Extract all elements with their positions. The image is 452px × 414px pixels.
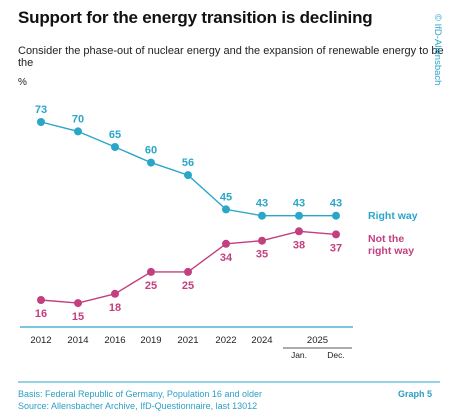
data-point [37,296,45,304]
data-label: 38 [293,239,305,251]
data-label: 70 [72,113,84,125]
data-point [258,236,266,245]
chart-subtitle: Consider the phase-out of nuclear energy… [18,45,444,69]
footer-source: Source: Allensbacher Archive, IfD-Questi… [18,401,258,411]
data-label: 37 [330,242,342,254]
data-point [74,127,82,136]
data-label: 60 [145,145,157,157]
data-point [184,267,192,276]
data-label: 45 [220,191,232,203]
x-tick-label: 2022 [215,335,236,346]
legend-not-right-way: Not the [368,233,404,245]
axis-layer: 2012 2014 2016 2019 2021 2022 2024 Jan. Dec. 2025 [18,326,440,383]
data-point [147,267,155,276]
data-point [37,118,45,126]
data-label: 25 [145,280,157,292]
data-label: 15 [72,311,84,323]
data-point [222,239,230,248]
data-label: 25 [182,280,194,292]
data-label: 16 [35,308,47,320]
x-tick-label: 2021 [177,335,198,346]
data-label: 18 [109,302,121,314]
data-label: 43 [293,198,305,210]
data-point [222,205,230,214]
footer-basis: Basis: Federal Republic of Germany, Popu… [18,389,262,399]
unit-label: % [18,77,27,88]
x-tick-label: 2012 [30,335,51,346]
x-tick-label: Jan. [291,350,307,360]
data-point [74,299,82,308]
x-tick-label: 2019 [140,335,161,346]
x-group-label: 2025 [307,335,328,346]
data-point [147,158,155,167]
x-tick-label: 2024 [251,335,272,346]
series-layer [37,118,340,308]
data-point [332,230,340,239]
legend-right-way: Right way [368,210,418,222]
series-line-2 [40,230,337,304]
data-point [258,211,266,220]
data-point [184,171,192,180]
data-label: 43 [330,198,342,210]
data-label: 34 [220,252,233,264]
data-label: 65 [109,129,121,141]
data-point [111,143,119,151]
data-label: 35 [256,249,268,261]
data-label: 73 [35,104,47,116]
data-point [295,227,303,236]
data-point [111,289,119,298]
legend-not-right-way: right way [368,245,414,257]
graph-number: Graph 5 [397,389,432,399]
data-label: 56 [182,157,194,169]
x-tick-label: 2016 [104,335,125,346]
x-tick-label: Dec. [327,350,344,360]
chart-title: Support for the energy transition is dec… [18,8,373,27]
x-tick-label: 2014 [67,335,88,346]
label-layer: 73 70 65 60 56 45 43 43 43 16 15 18 25 25 34 35 38 37 Righ… [35,104,418,323]
data-point [295,211,303,220]
data-label: 43 [256,198,268,210]
data-point [332,211,340,220]
